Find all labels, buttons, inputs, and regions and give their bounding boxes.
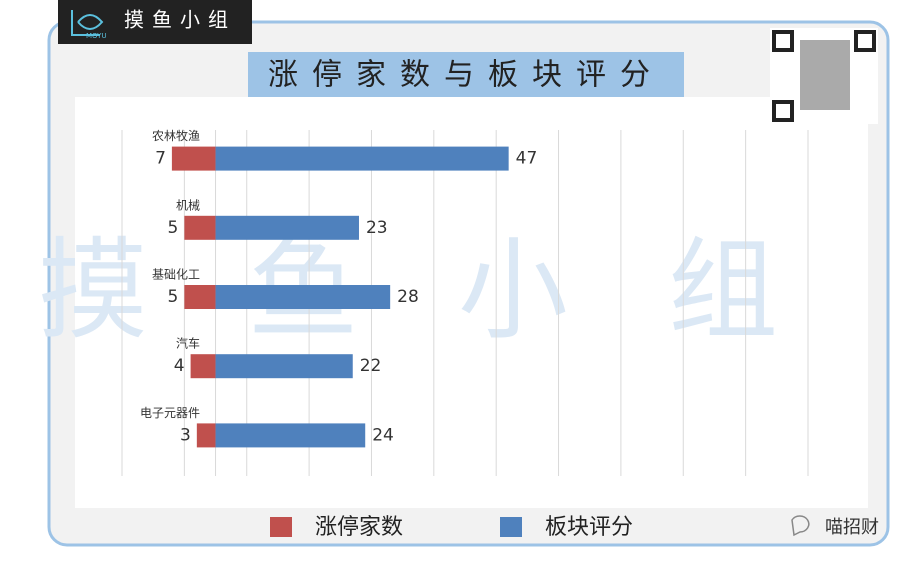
value-label: 3 [180, 425, 191, 445]
bar [196, 423, 216, 448]
legend-swatch [500, 517, 522, 537]
bar [215, 215, 359, 240]
bar [215, 146, 509, 171]
bar [184, 285, 216, 309]
bar [184, 215, 216, 240]
bar [215, 423, 366, 448]
category-label: 汽车 [176, 336, 200, 351]
value-label: 47 [516, 149, 538, 169]
watermark: 摸鱼小组 [38, 226, 878, 354]
value-label: 22 [360, 356, 382, 376]
bar [215, 354, 353, 379]
title-box [248, 52, 684, 97]
category-label: 机械 [176, 197, 200, 212]
logo-text: 摸鱼小组 [124, 8, 236, 32]
value-label: 28 [397, 287, 419, 307]
category-label: 基础化工 [152, 268, 200, 282]
logo-sub: MOYU [86, 32, 107, 40]
legend-swatch [270, 517, 292, 537]
category-label: 电子元器件 [140, 406, 200, 420]
qr-code [770, 28, 878, 124]
chart-title: 涨停家数与板块评分 [268, 58, 664, 93]
value-label: 5 [168, 218, 179, 238]
bar [215, 285, 391, 309]
source-icon [791, 515, 810, 537]
logo-box [58, 0, 252, 44]
legend-label: 板块评分 [545, 515, 633, 540]
bar [190, 354, 216, 379]
value-label: 7 [155, 149, 166, 169]
value-label: 24 [372, 425, 394, 445]
legend-label: 涨停家数 [315, 515, 403, 540]
bar [171, 146, 216, 171]
value-label: 4 [174, 356, 185, 376]
source: 喵招财 [825, 517, 879, 538]
category-label: 农林牧渔 [152, 129, 200, 143]
logo-icon [71, 10, 104, 36]
value-label: 5 [168, 287, 179, 307]
value-label: 23 [366, 218, 388, 238]
